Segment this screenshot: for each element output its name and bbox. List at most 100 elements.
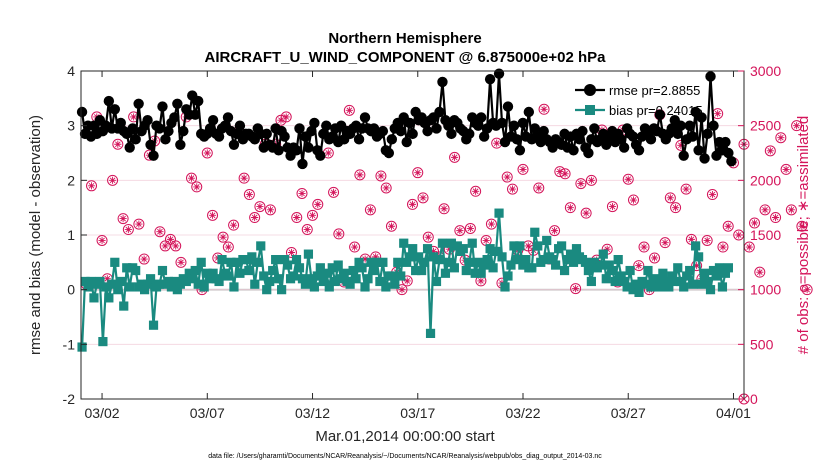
x-axis-label: Mar.01,2014 00:00:00 start xyxy=(315,428,495,445)
obs-marker xyxy=(407,198,418,210)
obs-possible-circle xyxy=(86,180,98,192)
bias-point xyxy=(417,265,427,276)
obs-possible-circle xyxy=(801,284,813,296)
bias-point xyxy=(300,279,311,289)
bias-point xyxy=(717,282,728,292)
obs-assimilated-star xyxy=(777,134,785,142)
obs-assimilated-star xyxy=(172,242,180,250)
bias-point xyxy=(104,293,114,303)
bias-point xyxy=(425,328,436,338)
rmse-point xyxy=(291,145,302,156)
obs-assimilated-star xyxy=(803,286,811,294)
bias-point xyxy=(375,276,385,287)
bias-point xyxy=(488,263,498,273)
bias-point xyxy=(604,260,614,270)
obs-possible-circle xyxy=(417,192,429,204)
bias-point xyxy=(244,265,254,276)
obs-assimilated-star xyxy=(493,139,501,147)
obs-marker xyxy=(333,228,345,240)
obs-assimilated-star xyxy=(356,171,364,179)
obs-possible-circle xyxy=(454,225,466,237)
obs-assimilated-star xyxy=(251,213,259,222)
obs-assimilated-star xyxy=(677,141,685,149)
obs-assimilated-star xyxy=(624,175,632,183)
rmse-point xyxy=(133,98,144,110)
obs-marker xyxy=(659,237,671,249)
obs-assimilated-star xyxy=(156,228,164,236)
bias-point xyxy=(265,276,275,287)
obs-possible-circle xyxy=(264,204,276,216)
rmse-point xyxy=(383,147,395,159)
bias-point xyxy=(497,252,507,262)
obs-marker xyxy=(638,241,650,253)
rmse-point xyxy=(511,134,523,145)
bias-point xyxy=(372,257,382,267)
obs-assimilated-star xyxy=(124,225,132,234)
bias-point xyxy=(580,257,591,267)
obs-assimilated-star xyxy=(787,206,795,214)
obs-possible-circle xyxy=(249,212,261,224)
rmse-point xyxy=(315,150,326,161)
rmse-point xyxy=(478,131,490,142)
bias-point xyxy=(190,265,200,276)
obs-assimilated-star xyxy=(650,254,659,262)
rmse-point xyxy=(464,128,475,140)
obs-marker xyxy=(449,151,461,163)
obs-marker xyxy=(533,182,545,194)
obs-marker xyxy=(438,203,450,215)
y-right-tick-label: 1000 xyxy=(750,282,781,298)
obs-marker xyxy=(280,111,292,123)
bias-point xyxy=(193,279,203,289)
bias-point xyxy=(399,238,409,248)
bias-point xyxy=(503,271,513,281)
obs-possible-circle xyxy=(791,120,803,132)
bias-point xyxy=(271,255,281,265)
bias-point xyxy=(548,255,558,265)
obs-assimilated-star xyxy=(793,122,801,130)
bias-point xyxy=(157,265,168,276)
obs-possible-circle xyxy=(107,174,119,186)
legend-label: rmse pr=2.8855 xyxy=(609,83,700,98)
obs-assimilated-star xyxy=(314,200,322,208)
bias-point xyxy=(696,279,707,289)
bias-point xyxy=(163,276,174,287)
y-tick-label: 1 xyxy=(67,227,75,243)
rmse-point xyxy=(386,134,398,145)
obs-marker xyxy=(107,174,119,186)
rmse-point xyxy=(124,142,135,153)
bias-point xyxy=(336,274,346,284)
obs-assimilated-star xyxy=(440,205,448,213)
bias-point xyxy=(685,265,695,276)
obs-marker xyxy=(343,104,355,116)
obs-assimilated-star xyxy=(719,243,727,251)
bias-point xyxy=(556,241,567,251)
rmse-point xyxy=(618,142,630,153)
bias-point xyxy=(363,274,373,284)
bias-point xyxy=(467,238,477,248)
obs-marker xyxy=(701,234,713,246)
obs-possible-circle xyxy=(222,241,234,253)
obs-marker xyxy=(464,222,476,234)
rmse-point xyxy=(157,101,168,112)
bias-point xyxy=(324,282,334,292)
obs-assimilated-star xyxy=(256,202,264,211)
obs-possible-circle xyxy=(775,132,787,144)
obs-possible-circle xyxy=(628,194,639,206)
rmse-point xyxy=(577,125,588,137)
obs-possible-circle xyxy=(154,226,166,238)
bias-point xyxy=(583,265,594,276)
obs-marker xyxy=(759,204,771,216)
rmse-point xyxy=(496,117,508,129)
obs-possible-circle xyxy=(764,145,776,157)
obs-marker xyxy=(664,192,676,204)
bias-point xyxy=(565,249,576,259)
obs-possible-circle xyxy=(217,231,229,243)
bias-point xyxy=(414,252,424,262)
obs-marker xyxy=(538,103,550,115)
bias-point xyxy=(568,257,579,267)
bias-point xyxy=(327,263,337,273)
obs-marker xyxy=(422,231,434,243)
obs-assimilated-star xyxy=(203,149,211,157)
rmse-point xyxy=(475,112,487,123)
rmse-point xyxy=(705,71,716,82)
